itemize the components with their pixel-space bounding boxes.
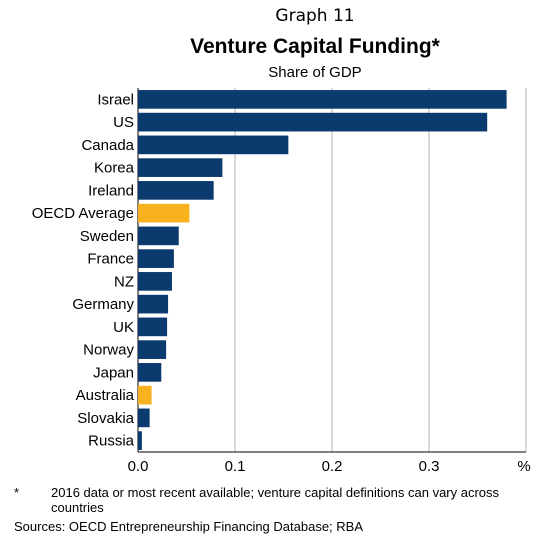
bar-australia <box>138 385 152 405</box>
category-label: Norway <box>83 342 134 359</box>
bar-france <box>138 249 174 268</box>
bar-israel <box>138 90 507 109</box>
bar-uk <box>138 317 168 337</box>
footnote-text: 2016 data or most recent available; vent… <box>51 485 500 515</box>
x-tick-label: 0.1 <box>225 458 246 475</box>
category-label: Canada <box>81 137 134 154</box>
category-label: Germany <box>72 296 134 313</box>
category-label: UK <box>113 319 134 336</box>
chart-title: Venture Capital Funding* <box>190 35 440 58</box>
category-label: OECD Average <box>32 205 134 222</box>
category-label: Israel <box>97 91 134 108</box>
x-tick-labels: 0.0 0.1 0.2 0.3 <box>128 458 440 475</box>
category-label: Slovakia <box>77 410 134 427</box>
bar-oecd-average <box>138 203 190 223</box>
bar-us <box>138 112 488 132</box>
category-label: Korea <box>94 160 135 177</box>
category-label: Sweden <box>80 228 134 245</box>
bars <box>138 90 507 450</box>
category-label: France <box>87 251 134 268</box>
category-label: Japan <box>93 364 134 381</box>
category-labels: Israel US Canada Korea Ireland OECD Average Sw… <box>32 91 135 449</box>
bar-nz <box>138 272 172 291</box>
bar-sweden <box>138 226 179 246</box>
bar-ireland <box>138 181 214 200</box>
category-label: US <box>113 114 134 131</box>
bar-norway <box>138 340 167 359</box>
bar-russia <box>138 431 142 450</box>
category-label: Russia <box>88 433 135 450</box>
x-unit-label: % <box>517 458 530 475</box>
x-tick-label: 0.0 <box>128 458 149 475</box>
category-label: NZ <box>114 273 134 290</box>
category-label: Australia <box>76 387 135 404</box>
sources-note: Sources: OECD Entrepreneurship Financing… <box>14 519 364 534</box>
bar-japan <box>138 363 162 382</box>
bar-korea <box>138 158 223 177</box>
footnote-marker: * <box>14 485 20 500</box>
x-tick-label: 0.2 <box>322 458 343 475</box>
category-label: Ireland <box>88 182 134 199</box>
bar-canada <box>138 135 289 155</box>
chart-subtitle: Share of GDP <box>268 64 362 81</box>
x-tick-label: 0.3 <box>419 458 440 475</box>
bar-germany <box>138 294 169 314</box>
bar-chart: Israel US Canada Korea Ireland OECD Average Sw… <box>32 88 531 475</box>
bar-slovakia <box>138 408 150 428</box>
graph-number-label: Graph 11 <box>275 6 355 26</box>
